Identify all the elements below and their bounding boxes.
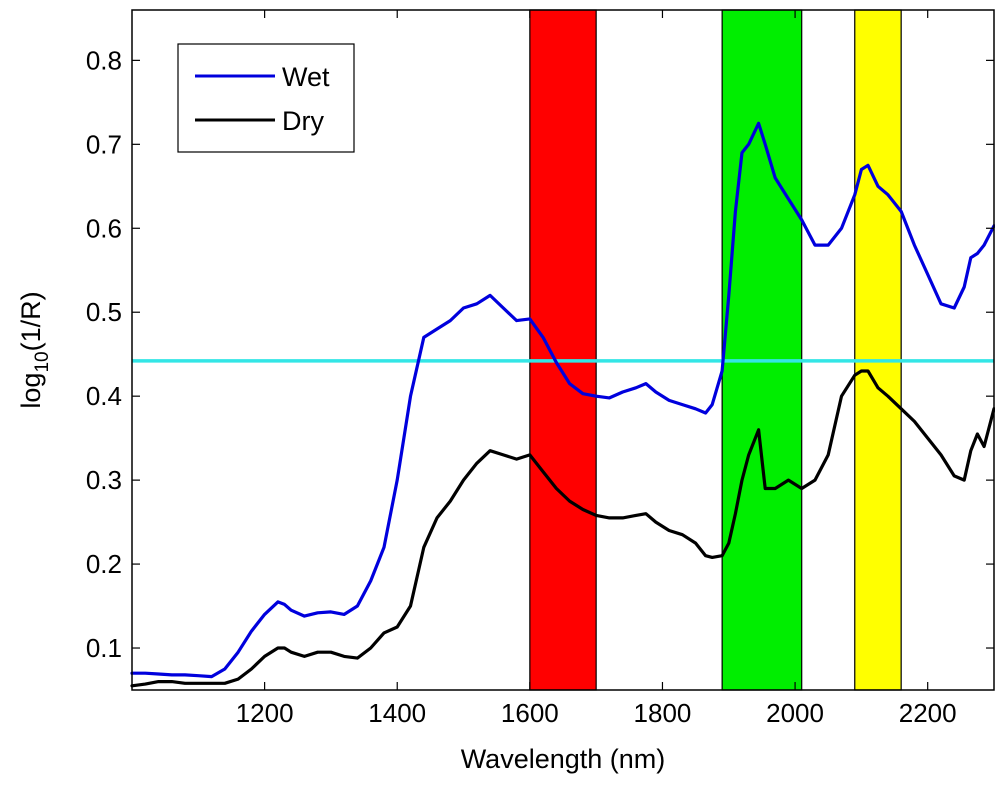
- legend-label-dry: Dry: [282, 106, 324, 136]
- data-series: [130, 121, 995, 688]
- y-axis-label: log10(1/R): [16, 291, 53, 408]
- y-tick-label: 0.6: [86, 213, 122, 243]
- highlight-band-2: [854, 9, 902, 691]
- x-tick-label: 1800: [634, 698, 692, 728]
- x-tick-label: 2200: [899, 698, 957, 728]
- y-tick-label: 0.1: [86, 633, 122, 663]
- highlight-band-0: [529, 9, 597, 691]
- x-tick-label: 2000: [766, 698, 824, 728]
- legend: Wet Dry: [177, 43, 355, 153]
- legend-box: [177, 43, 355, 153]
- x-tick-label: 1600: [501, 698, 559, 728]
- series-line-dry: [130, 369, 995, 688]
- y-axis-label-suffix: (1/R): [16, 291, 46, 351]
- x-axis-label: Wavelength (nm): [461, 744, 666, 774]
- y-tick-label: 0.4: [86, 381, 122, 411]
- y-tick-label: 0.3: [86, 465, 122, 495]
- series-line-wet: [130, 121, 995, 679]
- x-tick-label: 1400: [368, 698, 426, 728]
- y-tick-label: 0.2: [86, 549, 122, 579]
- y-axis-label-prefix: log: [16, 373, 46, 409]
- y-tick-label: 0.7: [86, 129, 122, 159]
- highlight-bands: [529, 9, 902, 691]
- y-tick-label: 0.8: [86, 45, 122, 75]
- highlight-band-1: [721, 9, 803, 691]
- y-axis-label-subscript: 10: [32, 351, 53, 372]
- plot-frame: [131, 9, 995, 691]
- x-tick-label: 1200: [236, 698, 294, 728]
- legend-label-wet: Wet: [282, 62, 330, 92]
- y-tick-label: 0.5: [86, 297, 122, 327]
- axis-ticks: 1200 1400 1600 1800 2000 2200 0.1 0.2 0.3 0.4 0.5 0…: [86, 10, 994, 728]
